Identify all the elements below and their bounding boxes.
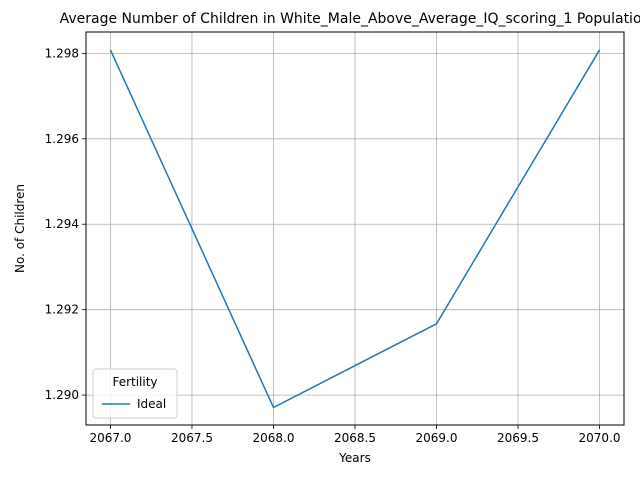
series-layer [109, 49, 601, 409]
x-tick-label: 2068.5 [334, 431, 376, 445]
chart-title: Average Number of Children in White_Male… [60, 11, 640, 27]
legend: Fertility Ideal [92, 368, 178, 419]
y-tick-label: 1.296 [45, 132, 79, 146]
x-tick-label: 2067.5 [171, 431, 213, 445]
x-axis-label: Years [338, 451, 371, 465]
x-tick-label: 2069.5 [497, 431, 539, 445]
x-axis-ticks: 2067.0 2067.5 2068.0 2068.5 2069.0 2069.5 2070… [89, 425, 621, 445]
y-tick-label: 1.298 [45, 46, 79, 60]
x-tick-label: 2067.0 [89, 431, 131, 445]
legend-label-ideal: Ideal [137, 397, 166, 411]
y-axis-ticks: 1.290 1.292 1.294 1.296 1.298 [45, 46, 86, 402]
y-axis-label: No. of Children [13, 184, 27, 273]
x-tick-label: 2068.0 [252, 431, 294, 445]
x-tick-label: 2070.0 [579, 431, 621, 445]
y-tick-label: 1.290 [45, 388, 79, 402]
legend-title: Fertility [112, 375, 157, 389]
series-line-ideal [109, 49, 601, 409]
legend-box [92, 368, 178, 419]
x-tick-label: 2069.0 [416, 431, 458, 445]
y-tick-label: 1.292 [45, 303, 79, 317]
y-tick-label: 1.294 [45, 217, 79, 231]
